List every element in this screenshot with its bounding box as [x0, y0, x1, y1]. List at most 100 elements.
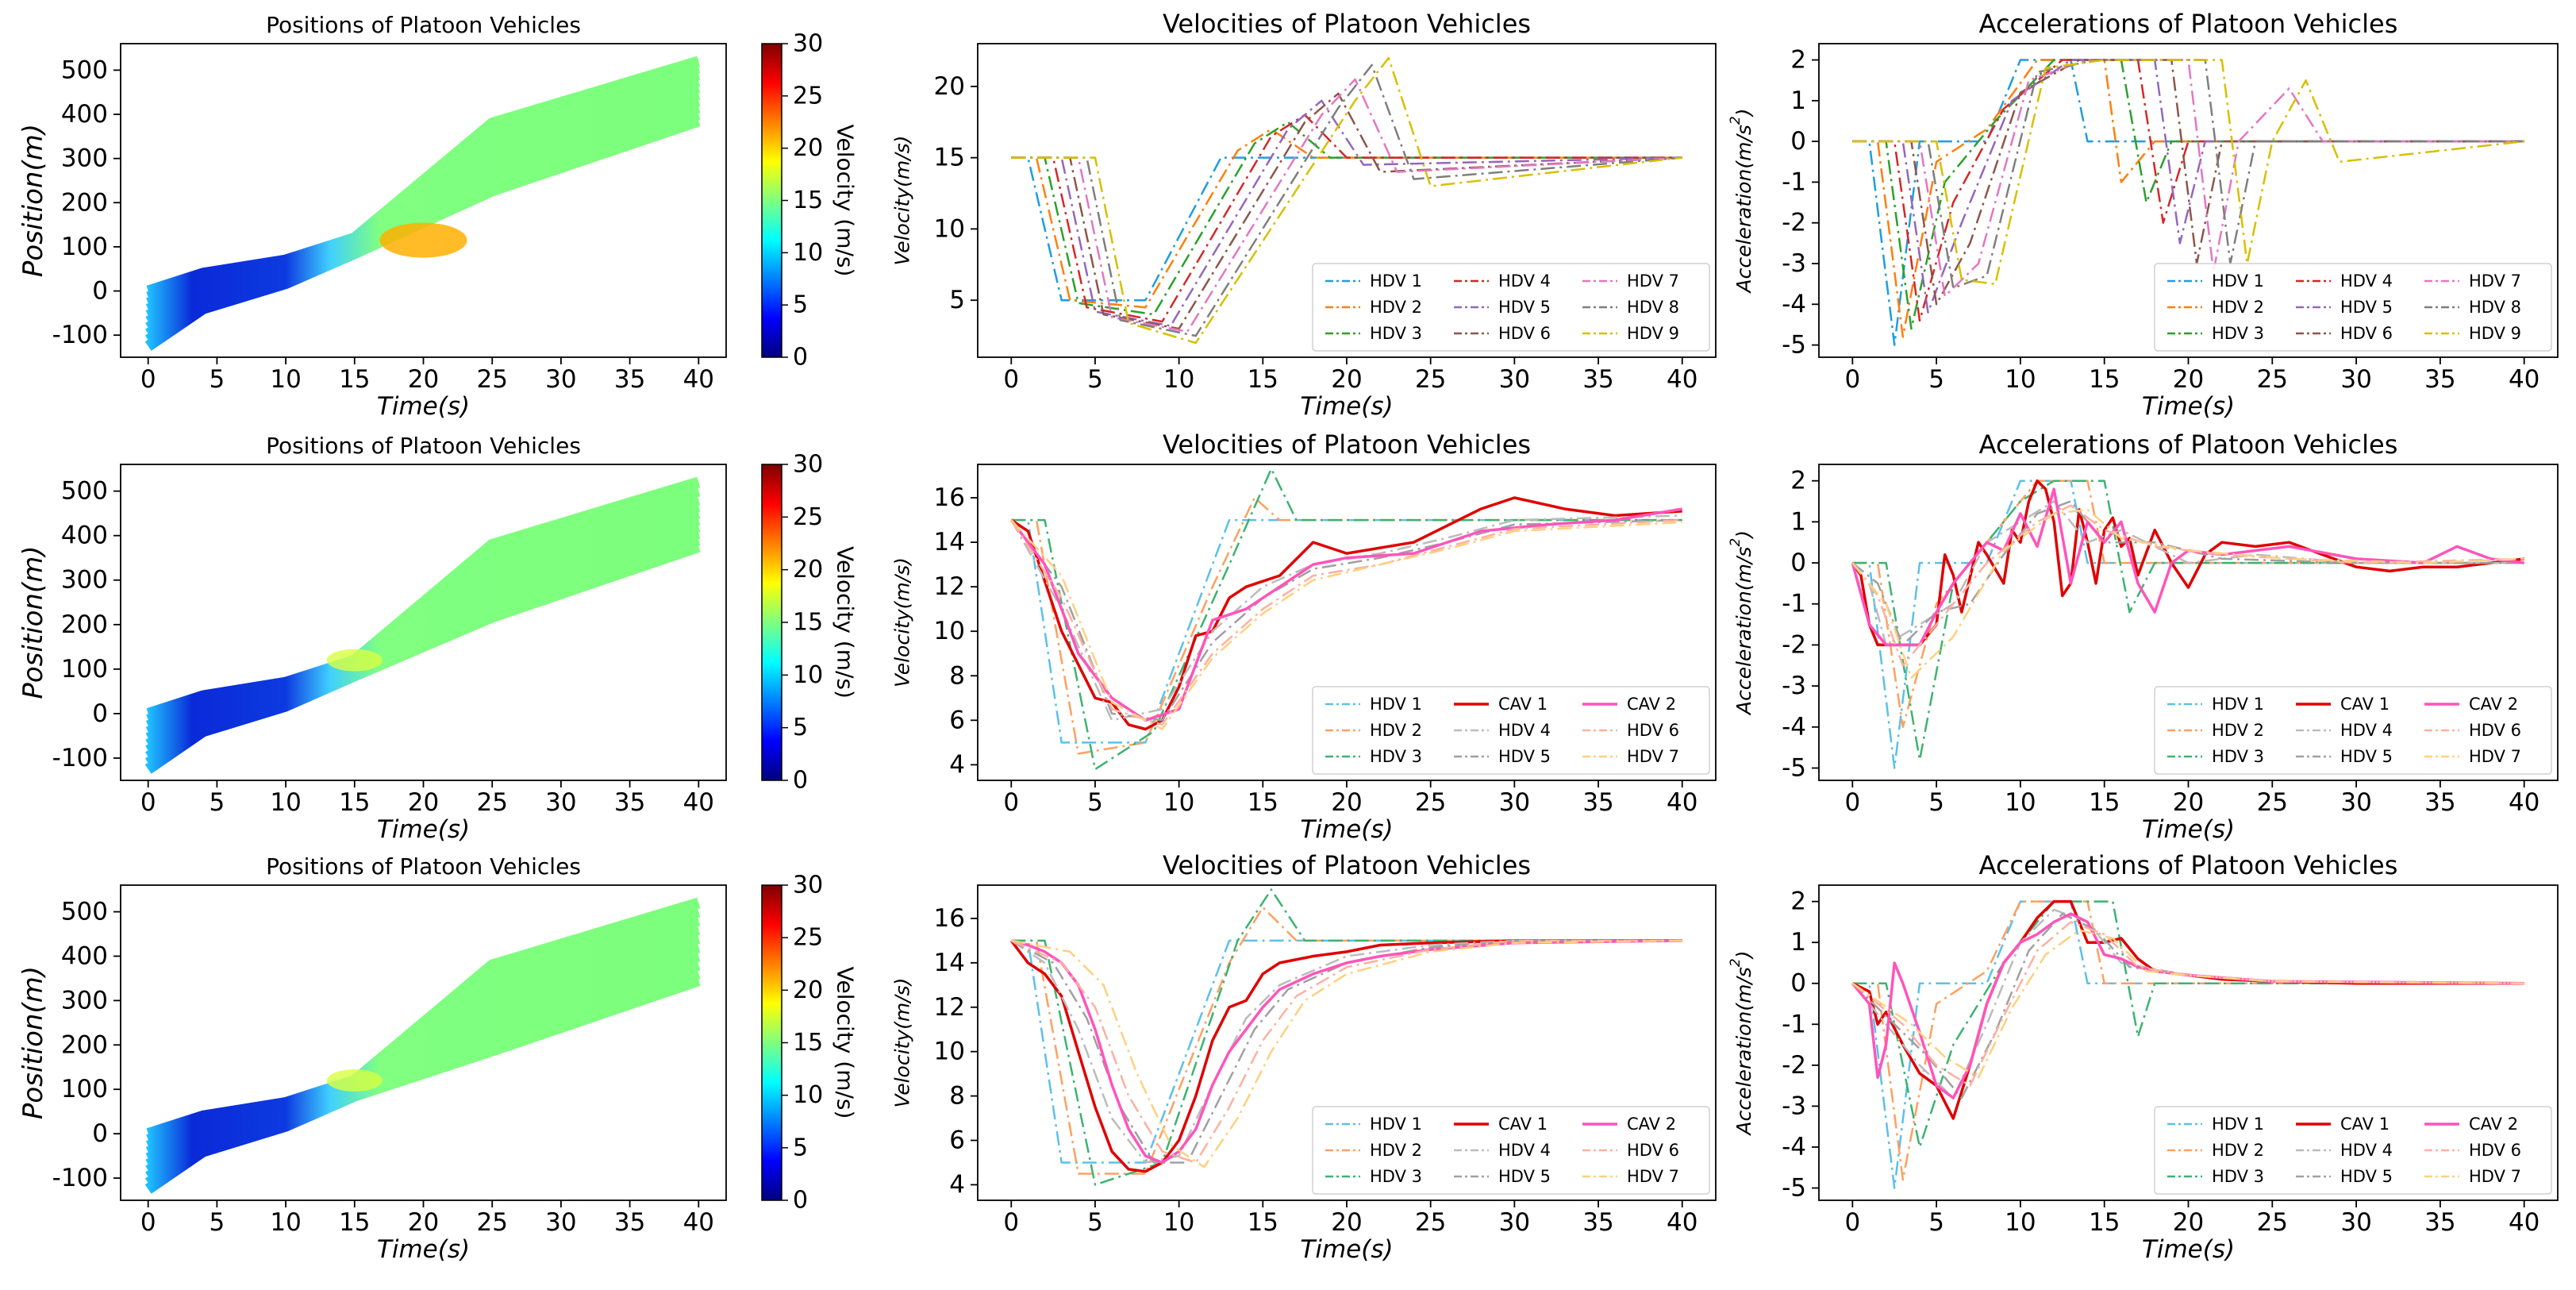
y-tick-label: 2 — [1790, 46, 1806, 75]
x-tick-label: 0 — [1003, 788, 1019, 817]
chart-title: Velocities of Platoon Vehicles — [1163, 9, 1531, 39]
x-tick-label: 20 — [2173, 1208, 2204, 1237]
y-tick-label: 300 — [61, 986, 108, 1015]
colorbar-label: Velocity (m/s) — [832, 967, 859, 1119]
x-tick-label: 10 — [2005, 1208, 2036, 1237]
x-tick-label: 25 — [1415, 365, 1446, 394]
colorbar-tick-label: 30 — [793, 30, 823, 58]
legend-label: CAV 1 — [1498, 1115, 1548, 1134]
colorbar-tick-label: 15 — [793, 1029, 823, 1057]
colorbar-tick-label: 30 — [793, 451, 823, 479]
y-tick-label: 10 — [934, 617, 965, 645]
legend-label: HDV 5 — [1498, 1167, 1551, 1186]
vehicle-trajectory — [144, 541, 701, 774]
series-line-hdv-1 — [1852, 59, 2524, 346]
x-tick-label: 5 — [1087, 365, 1103, 394]
x-tick-label: 25 — [1415, 788, 1446, 817]
x-tick-label: 20 — [2173, 365, 2204, 394]
colorbar — [762, 885, 782, 1200]
series-line-hdv-7 — [1851, 508, 2524, 680]
series-line-hdv-5 — [1011, 99, 1682, 327]
legend-label: HDV 7 — [1627, 271, 1679, 291]
series-line-cav-2 — [1009, 507, 1682, 722]
y-tick-label: 300 — [61, 566, 108, 595]
legend-label: CAV 2 — [1627, 1115, 1676, 1134]
series-line-hdv-4 — [1851, 908, 2524, 1099]
series-line-hdv-5 — [1851, 912, 2524, 1099]
x-axis-label: Time(s) — [1300, 1235, 1393, 1264]
legend-label: HDV 6 — [2469, 1141, 2521, 1160]
x-tick-label: 0 — [140, 365, 156, 394]
x-tick-label: 10 — [1163, 1208, 1194, 1237]
colorbar-tick-label: 0 — [793, 767, 808, 795]
y-tick-label: 500 — [61, 56, 108, 84]
legend-label: HDV 7 — [1627, 1167, 1679, 1186]
y-axis-label: Position(m) — [17, 124, 49, 277]
y-axis-label: Position(m) — [17, 966, 49, 1119]
x-tick-label: 5 — [1928, 788, 1944, 817]
series-line-hdv-4 — [1852, 59, 2524, 322]
y-tick-label: 500 — [61, 477, 108, 506]
y-tick-label: -100 — [52, 744, 108, 772]
x-tick-label: 35 — [2424, 365, 2455, 394]
y-tick-label: 10 — [934, 1038, 965, 1066]
x-tick-label: 25 — [2257, 788, 2288, 817]
legend-label: CAV 1 — [2340, 1115, 2390, 1134]
y-tick-label: 100 — [61, 655, 108, 684]
series-line-hdv-7 — [1010, 519, 1682, 730]
series-line-hdv-1 — [1852, 900, 2524, 1189]
y-tick-label: 16 — [934, 904, 965, 933]
x-tick-label: 15 — [339, 788, 370, 817]
x-axis-label: Time(s) — [2142, 1235, 2235, 1264]
series-line-hdv-2 — [1011, 906, 1682, 1175]
panel-1-3: Accelerations of Platoon Vehicles HDV 1 HD… — [1728, 9, 2559, 421]
x-tick-label: 5 — [1928, 365, 1944, 394]
y-tick-label: -2 — [1782, 209, 1806, 237]
y-tick-label: 2 — [1790, 888, 1806, 916]
colorbar-label: Velocity (m/s) — [832, 546, 859, 699]
x-tick-label: 40 — [1667, 365, 1697, 394]
colorbar-tick-label: 10 — [793, 239, 823, 267]
chart-title: Accelerations of Platoon Vehicles — [1979, 9, 2398, 39]
colorbar-tick-label: 15 — [793, 609, 823, 637]
series-line-hdv-6 — [1011, 92, 1682, 330]
colorbar-tick-label: 0 — [793, 1187, 808, 1215]
legend-label: HDV 6 — [1627, 721, 1679, 740]
y-tick-label: -100 — [52, 321, 108, 349]
y-tick-label: 1 — [1790, 928, 1806, 957]
x-tick-label: 25 — [2257, 1208, 2288, 1237]
y-tick-label: 100 — [61, 1075, 108, 1103]
x-tick-label: 0 — [1844, 365, 1860, 394]
series-line-hdv-2 — [1011, 128, 1682, 309]
y-tick-label: 4 — [949, 750, 965, 779]
y-tick-label: 0 — [1790, 549, 1806, 577]
x-tick-label: 30 — [2340, 1208, 2371, 1237]
legend-label: HDV 3 — [2212, 747, 2264, 766]
x-tick-label: 35 — [1582, 1208, 1613, 1237]
colorbar-tick-label: 10 — [793, 1081, 823, 1109]
colorbar-tick-label: 15 — [793, 187, 823, 214]
series-line-hdv-5 — [1852, 59, 2524, 314]
colorbar-tick-label: 10 — [793, 661, 823, 689]
y-tick-label: -3 — [1782, 1092, 1806, 1120]
colorbar — [762, 44, 782, 357]
panel-3-3: Accelerations of Platoon Vehicles HDV 1 CA… — [1728, 850, 2559, 1264]
legend-label: HDV 4 — [1498, 271, 1551, 291]
x-axis-label: Time(s) — [1300, 392, 1393, 421]
x-tick-label: 40 — [1667, 788, 1697, 817]
y-axis-label: Acceleration(m/s2) — [1728, 951, 1755, 1137]
x-tick-label: 0 — [1844, 1208, 1860, 1237]
legend-label: HDV 3 — [1370, 747, 1422, 766]
x-tick-label: 15 — [339, 1208, 370, 1237]
colorbar-tick-label: 5 — [793, 291, 808, 319]
x-axis-label: Time(s) — [1300, 815, 1393, 844]
legend-label: CAV 1 — [2340, 695, 2390, 714]
y-tick-label: 0 — [1790, 969, 1806, 998]
colorbar-tick-label: 25 — [793, 82, 823, 110]
x-tick-label: 10 — [1163, 365, 1194, 394]
legend-box — [1312, 263, 1710, 352]
x-tick-label: 20 — [408, 365, 439, 394]
series-line-cav-1 — [1851, 479, 2524, 647]
colorbar — [762, 464, 782, 780]
panel-2-3: Accelerations of Platoon Vehicles HDV 1 CA… — [1728, 429, 2559, 844]
